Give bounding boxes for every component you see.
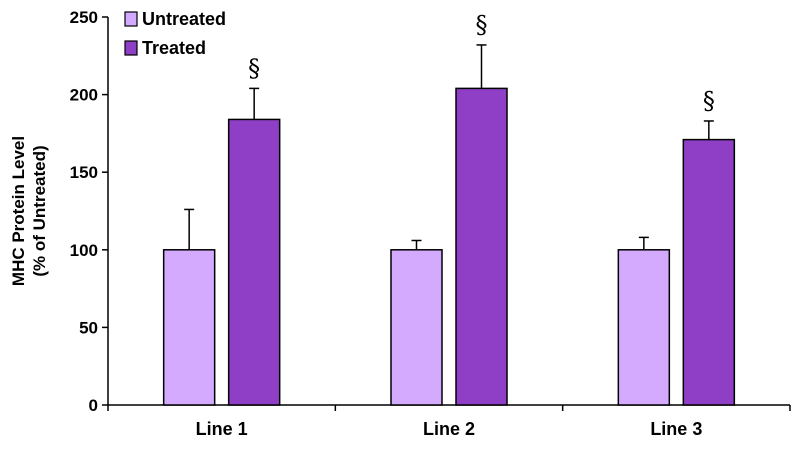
y-tick-label: 150: [70, 163, 98, 182]
x-category-label: Line 3: [650, 419, 702, 439]
y-tick-label: 250: [70, 8, 98, 27]
y-tick-label: 100: [70, 241, 98, 260]
legend-label-untreated: Untreated: [142, 9, 226, 29]
y-tick-label: 200: [70, 86, 98, 105]
significance-marker: §: [476, 11, 488, 39]
legend-label-treated: Treated: [142, 38, 206, 58]
bar-treated-3: [682, 138, 736, 406]
legend: Untreated Treated: [124, 9, 226, 58]
y-axis-subtitle: (% of Untreated): [30, 145, 49, 276]
legend-swatch-treated: [124, 40, 138, 56]
labels: Line 1 Line 2 Line 3 § § §: [196, 11, 715, 439]
error-bars: [184, 44, 714, 250]
axes: 0 50 100 150 200 250: [70, 8, 791, 415]
y-axis-title: MHC Protein Level: [9, 136, 28, 286]
legend-swatch-untreated: [124, 11, 138, 27]
bar-treated-2: [455, 87, 508, 406]
bar-untreated-3: [617, 249, 671, 406]
bar-untreated-1: [162, 249, 216, 406]
significance-marker: §: [703, 87, 715, 115]
x-category-label: Line 2: [423, 419, 475, 439]
bar-untreated-2: [390, 249, 443, 406]
significance-marker: §: [248, 54, 260, 82]
bars: [162, 87, 736, 406]
x-category-label: Line 1: [196, 419, 248, 439]
bar-treated-1: [227, 118, 281, 406]
y-tick-label: 0: [89, 396, 98, 415]
y-tick-label: 50: [79, 318, 98, 337]
